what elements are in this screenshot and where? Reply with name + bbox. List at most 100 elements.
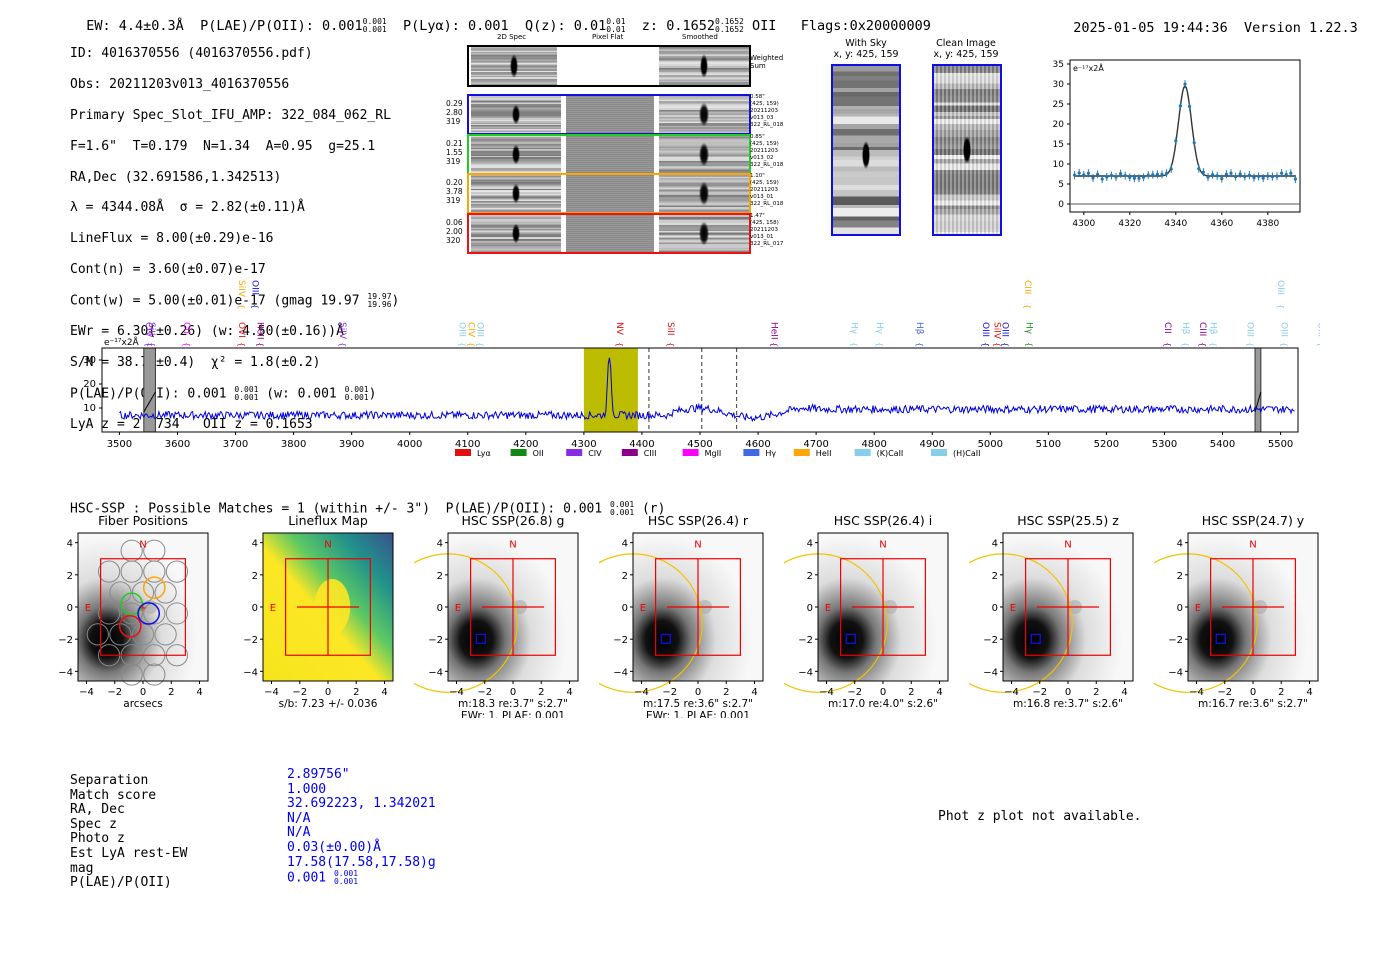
zoom-xtick: 4340 [1164, 219, 1187, 229]
spectrum-legend-item: Lyα [455, 449, 491, 458]
compass-east: E [455, 603, 461, 614]
zoom-data-point [1238, 169, 1242, 178]
info-lineflux: LineFlux = 8.00(±0.29)e-16 [70, 231, 274, 247]
hsc-xtick: −4 [264, 687, 279, 698]
spectrum-line-marker: SiIV { [236, 280, 246, 309]
match-table-label: mag [70, 860, 94, 876]
spectrum-xtick: 5500 [1268, 439, 1293, 450]
svg-text:NV: NV [614, 322, 624, 336]
compass-north: N [1064, 539, 1071, 550]
compass-north: N [1249, 539, 1256, 550]
match-table-label: Separation [70, 773, 149, 788]
hsc-panel-caption: m:17.0 re:4.0" s:2.6" [828, 698, 938, 710]
fiber-circle-orange [142, 576, 166, 600]
hsc-xtick: −4 [819, 687, 834, 698]
hsc-ytick: −4 [243, 667, 258, 678]
zoom-xtick: 4360 [1210, 219, 1233, 229]
hsc-fov-box [655, 558, 741, 656]
spectrum-line-marker: OIII { [475, 322, 485, 347]
fiber-circle [154, 623, 177, 646]
spectrum-xtick: 4300 [571, 439, 596, 450]
hsc-xtick: 4 [936, 687, 942, 698]
svg-text:SiIV: SiIV [236, 280, 246, 298]
hsc-source-box [660, 633, 671, 644]
header-plae-label: P(LAE)/P(OII): [200, 18, 314, 34]
hsc-xtick: −2 [107, 687, 122, 698]
header-qz-value: 0.01 [573, 18, 607, 34]
spectrum-line-marker: OIII { [1000, 322, 1010, 347]
weighted-2d-image [471, 47, 557, 85]
match-table-value: 0.03(±0.00)Å [287, 839, 381, 855]
hsc-xtick: −2 [847, 687, 862, 698]
zoom-data-point [1215, 171, 1219, 180]
spectrum-xtick: 4500 [687, 439, 712, 450]
header-version: 2025-01-05 19:44:36 Version 1.22.3 [1057, 4, 1358, 36]
zoom-data-point [1220, 174, 1224, 183]
fiber-circle-green [120, 592, 144, 616]
hsc-ytick: 0 [622, 603, 628, 614]
hsc-panel-caption-2: EWr: 1. PLAE: 0.001 [461, 710, 565, 718]
hsc-xtick: −2 [1217, 687, 1232, 698]
zoom-data-point [1284, 170, 1288, 179]
hsc-ytick: 4 [67, 539, 73, 550]
svg-text:OIII: OIII [457, 322, 467, 337]
spectrum-line-marker: SiII { [146, 322, 156, 347]
header-z-label: z: [641, 18, 659, 34]
cutout-col-title-flat: Pixel Flat [592, 33, 624, 41]
cutout-row [467, 212, 751, 254]
spectrum-xtick: 3600 [165, 439, 190, 450]
hsc-source-box [1215, 633, 1226, 644]
svg-text:{: { [250, 304, 259, 309]
svg-text:Hβ: Hβ [1207, 322, 1217, 335]
spectrum-legend-item: OII [510, 449, 544, 458]
zoom-data-point [1197, 164, 1201, 173]
zoom-ytick: 20 [1053, 120, 1065, 130]
cutout-row-right-label: 1.10" (425, 159) 20211203 v013_01 322_RL_018 [750, 173, 784, 207]
svg-text:CII: CII [181, 322, 191, 334]
info-block: ID: 4016370556 (4016370556.pdf) Obs: 202… [70, 31, 399, 448]
svg-text:{: { [875, 342, 884, 347]
header-plya: P(Lyα): 0.001 [403, 18, 509, 34]
zoom-data-point [1142, 173, 1146, 182]
zoom-data-point [1252, 173, 1256, 182]
hsc-xtick: 0 [695, 687, 701, 698]
zoom-data-point [1073, 171, 1077, 180]
svg-text:SiIV: SiIV [337, 322, 347, 340]
zoom-data-point [1077, 169, 1081, 178]
svg-text:Lyα: Lyα [477, 449, 491, 458]
clean-image-title: Clean Image x, y: 425, 159 [933, 38, 999, 60]
hsc-ytick: 4 [1177, 539, 1183, 550]
hsc-xtick: 4 [196, 687, 202, 698]
full-spectrum-chart: 10 20 30 3500 3600 3700 3800 3900 4000 4100 4200 43… [83, 280, 1320, 458]
zoom-data-point [1211, 170, 1215, 179]
svg-text:CIII: CIII [1022, 280, 1032, 294]
match-table-label: Est LyA rest-EW [70, 845, 188, 861]
info-lambda: λ = 4344.08Å σ = 2.82(±0.11)Å [70, 200, 305, 216]
hsc-ytick: 0 [1177, 603, 1183, 614]
svg-text:{: { [237, 342, 246, 347]
hsc-panel-title: HSC SSP(26.4) i [834, 513, 932, 528]
compass-north: N [324, 539, 331, 550]
spectrum-xtick: 5100 [1036, 439, 1061, 450]
fiber-circle [97, 560, 121, 583]
fiber-center-cross: + [139, 603, 147, 614]
spectrum-xtick: 5000 [978, 439, 1003, 450]
cutout-flat-image [566, 135, 654, 173]
compass-east: E [270, 603, 276, 614]
svg-text:{: { [458, 342, 467, 347]
match-table-value: 17.58(17.58,17.58)g [287, 854, 436, 870]
match-table-value: N/A [287, 825, 311, 841]
spectrum-xtick: 4000 [397, 439, 422, 450]
cutout-grid: 2D Spec Pixel Flat Smoothed Weighted Sum… [440, 33, 800, 256]
cutout-row [467, 133, 751, 175]
hsc-ytick: 4 [992, 539, 998, 550]
spectrum-ytick: 20 [83, 379, 96, 390]
weighted-sum-label: Weighted Sum [750, 54, 784, 70]
zoom-data-point [1086, 169, 1090, 178]
spectrum-line-marker: CIII { [1022, 280, 1032, 309]
header-flags: Flags:0x20000009 [800, 18, 931, 34]
spectrum-flux-curve [119, 357, 1295, 423]
svg-text:{: { [915, 342, 924, 347]
spectrum-line-marker: Hβ { [914, 322, 924, 347]
